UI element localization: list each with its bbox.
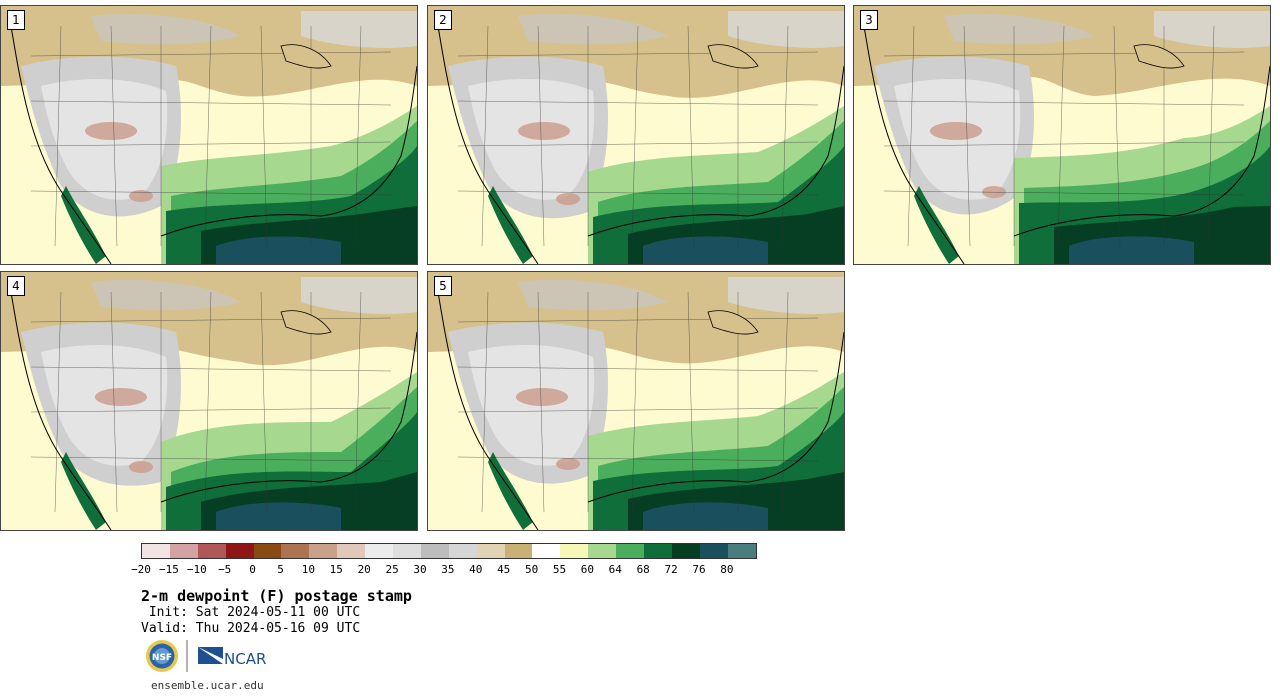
dewpoint-map-1 bbox=[1, 6, 417, 264]
colorbar-tick-label: 55 bbox=[552, 563, 567, 576]
init-time: Init: Sat 2024-05-11 00 UTC bbox=[141, 605, 361, 620]
dewpoint-map-3 bbox=[854, 6, 1270, 264]
colorbar-swatch bbox=[644, 544, 672, 558]
member-label-5: 5 bbox=[434, 276, 452, 296]
member-label-4: 4 bbox=[7, 276, 25, 296]
map-panel-5: 5 bbox=[427, 271, 845, 531]
colorbar-swatch bbox=[337, 544, 366, 558]
colorbar-tick-label: 72 bbox=[664, 563, 678, 576]
colorbar-swatch bbox=[532, 544, 561, 558]
colorbar-tick-label: 25 bbox=[385, 563, 399, 576]
colorbar-tick-label: −20 bbox=[131, 563, 151, 576]
dewpoint-map-5 bbox=[428, 272, 844, 530]
colorbar-swatch bbox=[671, 544, 700, 558]
colorbar-tick-label: 45 bbox=[497, 563, 511, 576]
colorbar-swatch bbox=[281, 544, 310, 558]
colorbar-swatch bbox=[476, 544, 505, 558]
map-panel-1: 1 bbox=[0, 5, 418, 265]
colorbar-tick-label: 35 bbox=[441, 563, 455, 576]
colorbar-tick-label: −10 bbox=[186, 563, 207, 576]
member-label-1: 1 bbox=[7, 10, 25, 30]
colorbar-tick-label: 5 bbox=[277, 563, 284, 576]
colorbar-swatch bbox=[253, 544, 282, 558]
colorbar-swatch bbox=[225, 544, 254, 558]
colorbar-tick-label: 40 bbox=[469, 563, 483, 576]
colorbar-tick-label: 10 bbox=[301, 563, 316, 576]
colorbar-swatch bbox=[365, 544, 394, 558]
colorbar-tick-label: 64 bbox=[608, 563, 622, 576]
plot-title: 2-m dewpoint (F) postage stamp bbox=[141, 587, 412, 605]
colorbar-swatch bbox=[393, 544, 421, 558]
nsf-logo-text: NSF bbox=[152, 653, 172, 663]
colorbar-tick-label: 20 bbox=[357, 563, 371, 576]
ncar-logo-text: NCAR bbox=[224, 650, 266, 668]
colorbar-swatch bbox=[448, 544, 477, 558]
member-label-3: 3 bbox=[860, 10, 878, 30]
dewpoint-map-2 bbox=[428, 6, 844, 264]
colorbar-tick-label: 30 bbox=[413, 563, 427, 576]
colorbar-tick-label: 76 bbox=[692, 563, 706, 576]
colorbar-swatch bbox=[588, 544, 617, 558]
site-url: ensemble.ucar.edu bbox=[151, 679, 264, 692]
dewpoint-map-4 bbox=[1, 272, 417, 530]
map-panel-3: 3 bbox=[853, 5, 1271, 265]
colorbar-ticks: −20 −15 −10 −5 0 5 10 15 20 25 30 35 40 45 50 55 60 64 68 7… bbox=[131, 563, 761, 577]
colorbar-swatch bbox=[142, 544, 170, 558]
nsf-logo: NSF bbox=[146, 640, 178, 672]
colorbar bbox=[141, 543, 757, 559]
colorbar-swatch bbox=[169, 544, 198, 558]
member-label-2: 2 bbox=[434, 10, 452, 30]
ncar-logo: NCAR bbox=[198, 647, 266, 668]
colorbar-swatch bbox=[699, 544, 728, 558]
colorbar-tick-label: 80 bbox=[720, 563, 734, 576]
colorbar-tick-label: 15 bbox=[329, 563, 343, 576]
colorbar-tick-label: 0 bbox=[249, 563, 256, 576]
colorbar-swatch bbox=[560, 544, 589, 558]
colorbar-tick-label: −5 bbox=[218, 563, 232, 576]
map-panel-4: 4 bbox=[0, 271, 418, 531]
valid-time: Valid: Thu 2024-05-16 09 UTC bbox=[141, 621, 361, 636]
sponsor-logos: NSF NCAR bbox=[145, 639, 275, 673]
colorbar-swatch bbox=[616, 544, 645, 558]
colorbar-tick-label: 60 bbox=[580, 563, 595, 576]
colorbar-swatch bbox=[309, 544, 338, 558]
colorbar-swatch bbox=[197, 544, 226, 558]
colorbar-swatch bbox=[727, 544, 756, 558]
map-panel-2: 2 bbox=[427, 5, 845, 265]
colorbar-tick-label: 68 bbox=[636, 563, 650, 576]
colorbar-swatch bbox=[420, 544, 449, 558]
colorbar-tick-label: 50 bbox=[524, 563, 539, 576]
colorbar-swatch bbox=[504, 544, 533, 558]
colorbar-tick-label: −15 bbox=[158, 563, 179, 576]
